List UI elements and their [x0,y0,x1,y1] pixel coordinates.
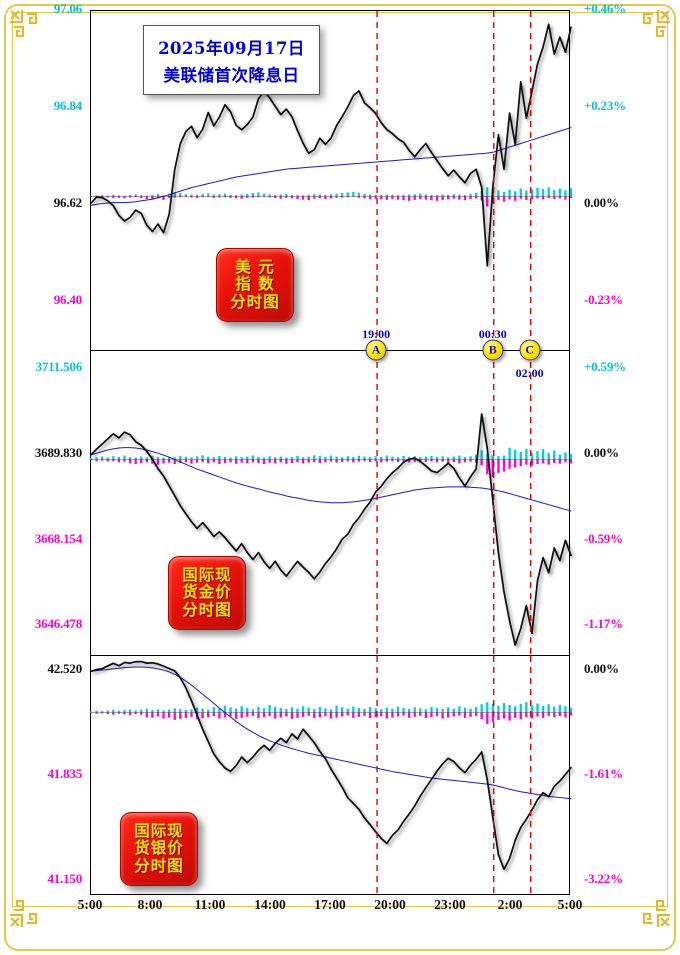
series-path-price-silver [90,660,572,871]
series-svg-gold [89,351,573,656]
panel-dollar-index: 97.06 96.84 96.62 96.40 +0.46% +0.23% 0.00% -0… [0,1,680,351]
series-path-ma-silver [90,666,572,800]
x-tick-5: 20:00 [374,897,406,912]
x-tick-8: 5:00 [557,897,583,912]
event-time-b: 00:30 [478,327,507,341]
badge-dollar-line1: 美 元 [235,257,275,276]
x-tick-3: 14:00 [254,897,286,912]
series-path-price-dollar [90,23,572,267]
axis-left-gold: 3711.506 3689.830 3668.154 3646.478 [0,350,86,655]
y-tick-left-gold-2: 3668.154 [34,530,82,546]
y-tick-right-dollar-0: +0.46% [584,1,626,16]
y-tick-right-gold-2: -0.59% [584,530,623,546]
y-tick-left-silver-1: 41.835 [47,766,82,781]
y-tick-left-gold-0: 3711.506 [35,358,83,374]
axis-left-silver: 42.520 41.835 41.150 [0,655,86,895]
x-tick-6: 23:00 [434,897,466,912]
badge-spot-silver: 国际现 货银价 分时图 [120,812,198,886]
y-tick-left-dollar-3: 96.40 [53,292,82,308]
series-svg-dollar [89,11,573,351]
x-tick-4: 17:00 [314,897,346,912]
badge-gold-line3: 分时图 [182,600,232,619]
badge-spot-gold: 国际现 货金价 分时图 [168,556,246,630]
panel-spot-silver: 42.520 41.835 41.150 0.00% -1.61% -3.22% [0,655,680,896]
event-time-a: 19:00 [362,327,391,341]
title-card: 2025年09月17日 美联储首次降息日 [143,25,320,95]
panel-spot-gold: 3711.506 3689.830 3668.154 3646.478 +0.59% 0… [0,350,680,656]
badge-silver-line3: 分时图 [134,856,184,875]
x-tick-2: 11:00 [194,897,226,912]
badge-silver-line1: 国际现 [134,821,184,840]
y-tick-left-dollar-1: 96.84 [53,98,82,114]
event-marker-c[interactable]: C [519,339,541,361]
axis-right-gold: +0.59% 0.00% -0.59% -1.17% [576,350,676,655]
event-marker-band: A 19:00 B 00:30 C 02:00 [0,327,680,392]
axis-right-dollar: +0.46% +0.23% 0.00% -0.23% [576,1,676,350]
title-line-date: 2025年09月17日 [158,38,305,58]
series-svg-silver [89,656,573,896]
y-tick-right-gold-3: -1.17% [584,616,623,632]
badge-dollar-line3: 分时图 [230,292,280,311]
axis-left-dollar: 97.06 96.84 96.62 96.40 [0,1,86,350]
title-line-subject: 美联储首次降息日 [163,65,300,85]
event-marker-a[interactable]: A [365,339,387,361]
plot-area-dollar[interactable] [89,10,573,351]
time-axis: 5:00 8:00 11:00 14:00 17:00 20:00 23:00 2:00 5:0… [78,897,583,919]
plot-area-silver[interactable] [89,655,573,896]
y-tick-right-dollar-2: 0.00% [584,195,619,211]
y-tick-right-dollar-1: +0.23% [584,98,626,114]
axis-right-silver: 0.00% -1.61% -3.22% [576,655,676,895]
volume-bars-silver [89,702,573,724]
badge-silver-line2: 货银价 [134,839,184,858]
y-tick-right-silver-0: 0.00% [584,661,619,677]
y-tick-left-dollar-2: 96.62 [53,195,82,211]
y-tick-right-gold-0: +0.59% [584,358,626,374]
badge-dollar-line2: 指 数 [235,275,275,294]
series-path-price-gold [90,413,572,646]
y-tick-left-dollar-0: 97.06 [53,1,82,16]
badge-gold-line2: 货金价 [182,583,232,602]
y-tick-right-silver-1: -1.61% [584,766,623,781]
badge-gold-line1: 国际现 [182,565,232,584]
y-tick-left-gold-3: 3646.478 [34,616,82,632]
event-time-c: 02:00 [515,366,544,380]
y-tick-right-gold-1: 0.00% [584,444,619,460]
badge-dollar-index: 美 元 指 数 分时图 [216,248,294,322]
y-tick-left-gold-1: 3689.830 [34,444,82,460]
y-tick-right-silver-2: -3.22% [584,870,623,886]
x-tick-0: 5:00 [77,897,103,912]
volume-bars-dollar [89,187,573,207]
plot-area-gold[interactable] [89,350,573,656]
event-marker-b[interactable]: B [482,339,504,361]
y-tick-right-dollar-3: -0.23% [584,292,623,308]
y-tick-left-silver-0: 42.520 [47,661,82,677]
y-tick-left-silver-2: 41.150 [47,870,82,886]
x-tick-1: 8:00 [137,897,163,912]
x-tick-7: 2:00 [497,897,523,912]
volume-bars-gold [89,447,573,477]
